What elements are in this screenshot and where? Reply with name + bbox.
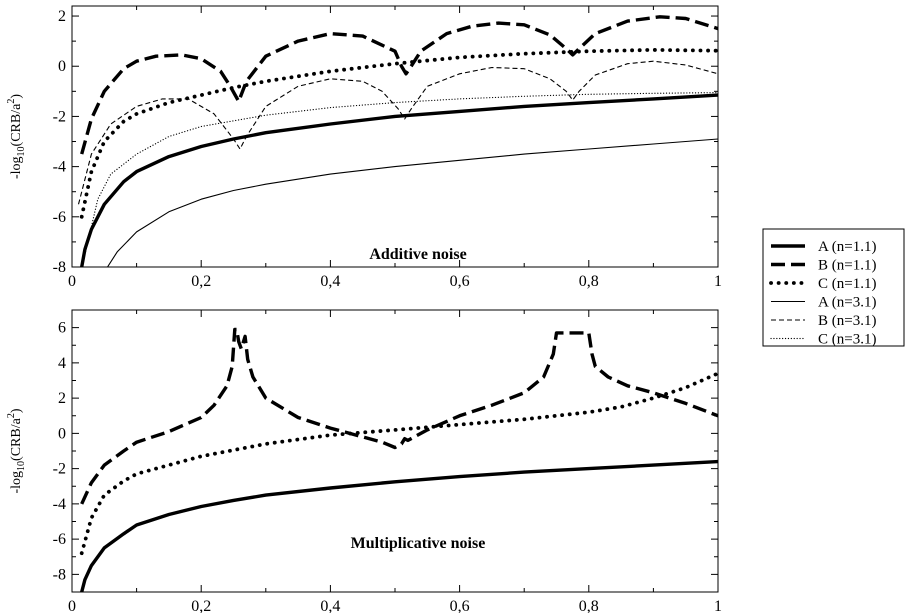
y-axis-label-part: ) bbox=[9, 94, 24, 99]
panel-multiplicative-noise: 0 0,2 0,4 0,6 0,8 1-8-6-4-20246-log10(CRB/a2)… bbox=[6, 309, 722, 613]
y-tick-label: 0 bbox=[58, 58, 66, 75]
y-tick-label: -8 bbox=[53, 566, 66, 583]
y-axis-label: -log10(CRB/a2) bbox=[6, 94, 27, 179]
legend-label: C (n=1.1) bbox=[818, 276, 876, 292]
y-axis-label-part: ) bbox=[9, 408, 24, 413]
x-tick-label: 0,4 bbox=[320, 273, 340, 290]
y-tick-label: -2 bbox=[53, 461, 66, 478]
y-axis-label-part: (CRB/a bbox=[9, 103, 24, 147]
y-axis-label-part: (CRB/a bbox=[9, 417, 24, 461]
x-tick-label: 1 bbox=[714, 598, 722, 613]
y-tick-label: -6 bbox=[53, 531, 66, 548]
legend-label: B (n=1.1) bbox=[818, 258, 876, 274]
x-tick-label: 0,4 bbox=[320, 598, 340, 613]
series-line-c-n-1-1 bbox=[79, 371, 718, 556]
legend-label: C (n=3.1) bbox=[818, 332, 876, 348]
x-tick-label: 1 bbox=[714, 273, 722, 290]
x-tick-label: 0,6 bbox=[450, 273, 470, 290]
series-line-b-n-1-1 bbox=[80, 15, 718, 155]
legend-label: B (n=3.1) bbox=[818, 313, 876, 329]
x-tick-label: 0,8 bbox=[579, 273, 599, 290]
y-tick-label: 2 bbox=[58, 390, 66, 407]
x-tick-label: 0,6 bbox=[450, 598, 470, 613]
y-tick-label: -4 bbox=[53, 496, 66, 513]
series-line-c-n-3-1 bbox=[84, 92, 718, 256]
x-tick-label: 0,8 bbox=[579, 598, 599, 613]
y-axis-label-part: 2 bbox=[6, 99, 17, 104]
panel-additive-noise: 0 0,2 0,4 0,6 0,8 1-8-6-4-202-log10(CRB/a2)Ad… bbox=[6, 5, 722, 290]
series-line-a-n-3-1 bbox=[107, 138, 718, 267]
y-tick-label: -6 bbox=[53, 209, 66, 226]
y-axis-label-part: -log bbox=[9, 471, 24, 494]
series-line-a-n-1-1 bbox=[80, 93, 718, 267]
y-tick-label: 4 bbox=[58, 355, 66, 372]
y-axis-label-part: 10 bbox=[16, 146, 27, 156]
y-tick-label: 2 bbox=[58, 8, 66, 25]
y-axis-label-part: 2 bbox=[6, 413, 17, 418]
panel-annotation: Multiplicative noise bbox=[351, 535, 486, 552]
series-line-c-n-1-1 bbox=[79, 48, 718, 219]
legend-box bbox=[762, 228, 905, 347]
series-line-a-n-1-1 bbox=[80, 459, 718, 592]
x-tick-label: 0 bbox=[68, 598, 76, 613]
panel-annotation: Additive noise bbox=[369, 246, 466, 263]
y-tick-label: -4 bbox=[53, 159, 66, 176]
plot-frame bbox=[71, 5, 719, 268]
x-tick-label: 0 bbox=[68, 273, 76, 290]
x-tick-label: 0,2 bbox=[191, 273, 211, 290]
series-line-b-n-3-1 bbox=[77, 60, 718, 205]
series-line-b-n-1-1 bbox=[80, 327, 718, 505]
legend-label: A (n=3.1) bbox=[818, 295, 876, 311]
y-tick-label: 6 bbox=[58, 320, 66, 337]
x-tick-label: 0,2 bbox=[191, 598, 211, 613]
y-axis-label-part: 10 bbox=[16, 461, 27, 471]
y-axis-label: -log10(CRB/a2) bbox=[6, 408, 27, 493]
legend-label: A (n=1.1) bbox=[818, 239, 876, 255]
y-tick-label: 0 bbox=[58, 425, 66, 442]
y-tick-label: -2 bbox=[53, 108, 66, 125]
legend: A (n=1.1) B (n=1.1) C (n=1.1) A (n=3.1) B (n… bbox=[762, 228, 905, 348]
y-tick-label: -8 bbox=[53, 259, 66, 276]
y-axis-label-part: -log bbox=[9, 156, 24, 179]
